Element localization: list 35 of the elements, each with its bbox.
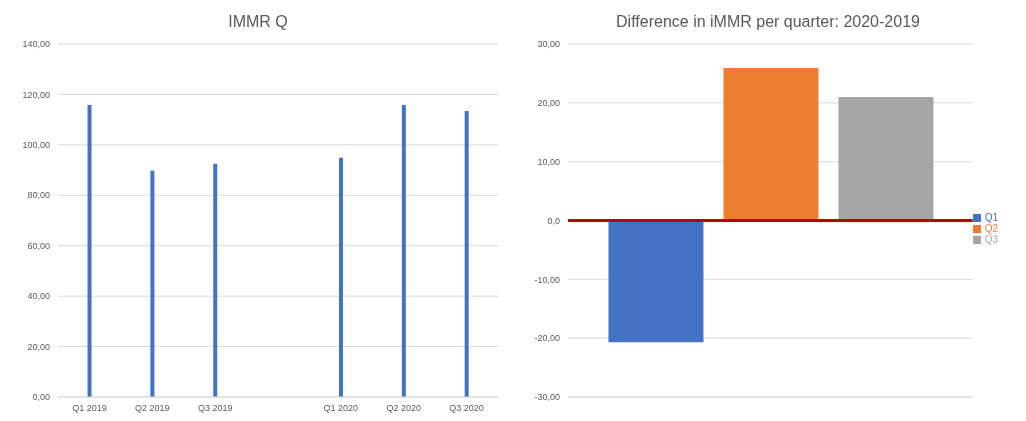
bar	[150, 170, 155, 397]
y-tick-label: 100,00	[22, 140, 50, 151]
bar	[401, 105, 406, 397]
y-tick-label: 0,0	[547, 215, 560, 226]
y-tick-label: 20,00	[27, 341, 50, 352]
y-tick-label: 140,00	[22, 39, 50, 50]
x-tick-label: Q1 2020	[323, 403, 359, 414]
bar	[213, 163, 218, 397]
y-tick-label: -30,00	[534, 392, 560, 403]
x-tick-label: Q3 2019	[197, 403, 233, 414]
y-tick-label: 60,00	[27, 240, 50, 251]
x-tick-label: Q2 2020	[386, 403, 421, 414]
x-tick-label: Q2 2019	[135, 403, 170, 414]
y-tick-label: 30,00	[537, 39, 560, 50]
bar	[87, 105, 92, 397]
bar	[723, 68, 819, 221]
legend-label: Q2	[984, 223, 998, 234]
y-tick-label: 80,00	[27, 190, 50, 201]
chart-title: Difference in iMMR per quarter: 2020-2019	[615, 12, 921, 32]
y-tick-label: 120,00	[22, 89, 50, 100]
legend-label: Q1	[984, 212, 998, 223]
x-tick-label: Q1 2019	[72, 403, 107, 414]
chart-title: IMMR Q	[227, 12, 289, 32]
bar	[608, 220, 704, 343]
bar	[464, 111, 469, 397]
bar	[838, 96, 934, 221]
y-tick-label: 10,00	[537, 156, 560, 167]
y-tick-label: 0,00	[32, 392, 50, 403]
bar	[338, 157, 343, 397]
y-tick-label: 20,00	[537, 98, 560, 109]
legend-label: Q3	[984, 234, 998, 245]
y-tick-label: 40,00	[27, 291, 50, 302]
y-tick-label: -10,00	[534, 274, 560, 285]
y-tick-label: -20,00	[534, 333, 560, 344]
x-tick-label: Q3 2020	[449, 403, 484, 414]
